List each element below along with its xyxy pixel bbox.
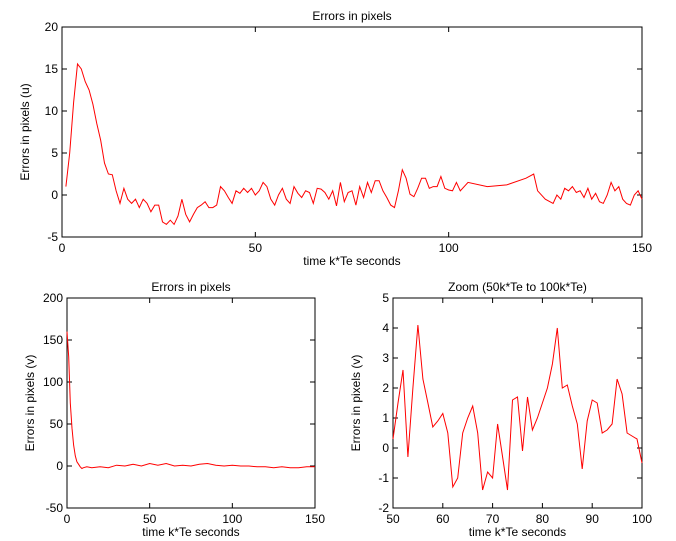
y-tick-label: 2 <box>382 381 389 395</box>
y-axis-label: Errors in pixels (v) <box>23 355 37 452</box>
x-tick-label: 70 <box>486 512 500 526</box>
x-tick-label: 100 <box>222 512 242 526</box>
y-tick-label: 0 <box>56 459 63 473</box>
x-tick-label: 50 <box>143 512 157 526</box>
axes-frame <box>392 297 643 509</box>
chart-title: Zoom (50k*Te to 100k*Te) <box>448 280 587 294</box>
y-tick-label: -1 <box>378 471 389 485</box>
y-tick-label: 4 <box>382 321 389 335</box>
x-tick-label: 90 <box>586 512 600 526</box>
chart-title: Errors in pixels <box>151 280 230 294</box>
y-tick-label: 50 <box>50 417 64 431</box>
x-tick-label: 100 <box>632 512 652 526</box>
y-tick-label: 20 <box>45 20 59 34</box>
y-tick-label: -5 <box>47 230 58 244</box>
y-tick-label: 5 <box>382 291 389 305</box>
y-axis-label: Errors in pixels (v) <box>349 355 363 452</box>
data-line <box>65 62 643 226</box>
axes-frame <box>61 26 643 238</box>
y-tick-label: 0 <box>382 441 389 455</box>
x-tick-label: 0 <box>64 512 71 526</box>
x-tick-label: 50 <box>249 241 263 255</box>
x-tick-label: 60 <box>436 512 450 526</box>
chart-title: Errors in pixels <box>312 9 391 23</box>
axes-frame <box>66 297 316 509</box>
x-axis-label: time k*Te seconds <box>142 525 239 539</box>
y-tick-label: 15 <box>45 62 59 76</box>
x-tick-label: 100 <box>439 241 459 255</box>
y-tick-label: 1 <box>382 411 389 425</box>
y-tick-label: -50 <box>46 501 64 515</box>
y-tick-label: 100 <box>43 375 63 389</box>
x-tick-label: 150 <box>632 241 652 255</box>
x-axis-label: time k*Te seconds <box>469 525 566 539</box>
y-tick-label: 0 <box>51 188 58 202</box>
x-tick-label: 80 <box>536 512 550 526</box>
data-line <box>66 331 315 470</box>
y-tick-label: 150 <box>43 333 63 347</box>
x-tick-label: 50 <box>386 512 400 526</box>
x-tick-label: 150 <box>305 512 325 526</box>
x-axis-label: time k*Te seconds <box>303 254 400 268</box>
y-tick-label: 5 <box>51 146 58 160</box>
y-tick-label: 3 <box>382 351 389 365</box>
x-tick-label: 0 <box>59 241 66 255</box>
y-tick-label: 200 <box>43 291 63 305</box>
y-tick-label: -2 <box>378 501 389 515</box>
y-tick-label: 10 <box>45 104 59 118</box>
data-line <box>392 324 643 491</box>
y-axis-label: Errors in pixels (u) <box>18 83 32 180</box>
